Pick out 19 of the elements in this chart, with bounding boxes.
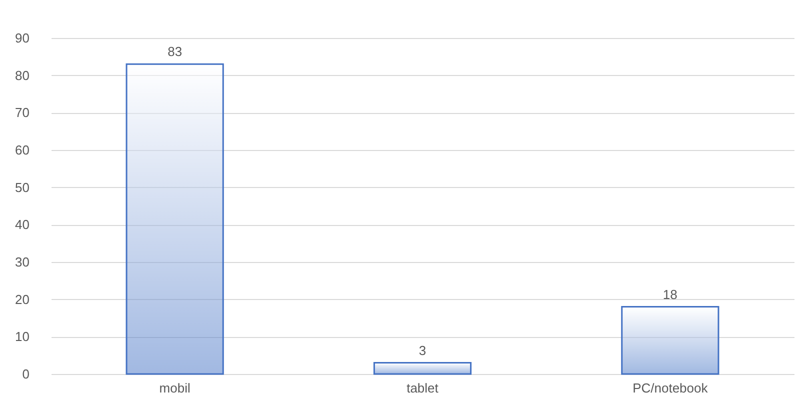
y-tick-label: 80 [15,68,30,83]
y-tick-label: 50 [15,180,30,195]
y-tick-label: 0 [22,366,30,382]
y-tick-label: 70 [15,105,30,120]
x-tick-label: tablet [406,380,439,396]
bar [373,362,472,375]
y-tick-label: 20 [15,292,30,307]
data-label: 83 [168,44,182,60]
y-tick-label: 90 [15,30,30,46]
bar [621,306,720,375]
data-label: 3 [418,342,426,358]
x-tick-label: mobil [159,380,190,396]
bar [126,63,224,375]
y-tick-label: 10 [15,329,30,344]
y-tick-label: 60 [15,142,30,158]
y-tick-label: 40 [15,217,30,232]
y-tick-label: 30 [15,254,30,270]
data-label: 18 [662,286,678,302]
x-tick-label: PC/notebook [632,380,708,396]
